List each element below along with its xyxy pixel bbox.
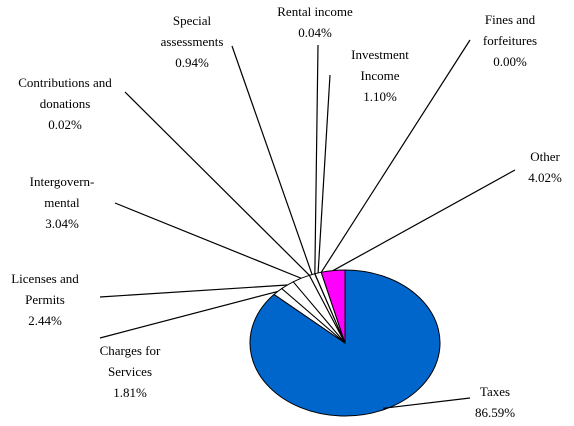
value-label: 3.04%	[45, 216, 79, 231]
category-label: Taxes	[480, 384, 510, 399]
leader-line	[314, 44, 319, 274]
leader-line	[99, 284, 288, 298]
leader-line	[114, 202, 302, 279]
category-label: Investment Income	[351, 47, 409, 83]
category-label: Charges for Services	[100, 343, 161, 379]
leader-line	[231, 45, 313, 275]
category-label: Fines and forfeitures	[483, 12, 537, 48]
category-label: Other	[530, 149, 560, 164]
value-label: 86.59%	[475, 405, 515, 420]
leader-line	[99, 290, 278, 339]
value-label: 0.94%	[175, 55, 209, 70]
category-label: Intergovern-mental	[30, 174, 95, 210]
value-label: 4.02%	[528, 170, 562, 185]
value-label: 0.02%	[48, 117, 82, 132]
category-label: Rental income	[277, 4, 353, 19]
value-label: 0.04%	[298, 25, 332, 40]
leader-line	[124, 91, 310, 276]
category-label: Licenses and Permits	[11, 271, 79, 307]
category-label: Contributions and donations	[18, 75, 112, 111]
leader-line	[320, 39, 471, 273]
leader-line	[317, 74, 331, 274]
category-label: Special assessments	[161, 13, 224, 49]
value-label: 2.44%	[28, 313, 62, 328]
value-label: 0.00%	[493, 54, 527, 69]
leader-line	[332, 169, 516, 272]
value-label: 1.81%	[113, 385, 147, 400]
leader-line	[383, 397, 471, 409]
value-label: 1.10%	[363, 89, 397, 104]
